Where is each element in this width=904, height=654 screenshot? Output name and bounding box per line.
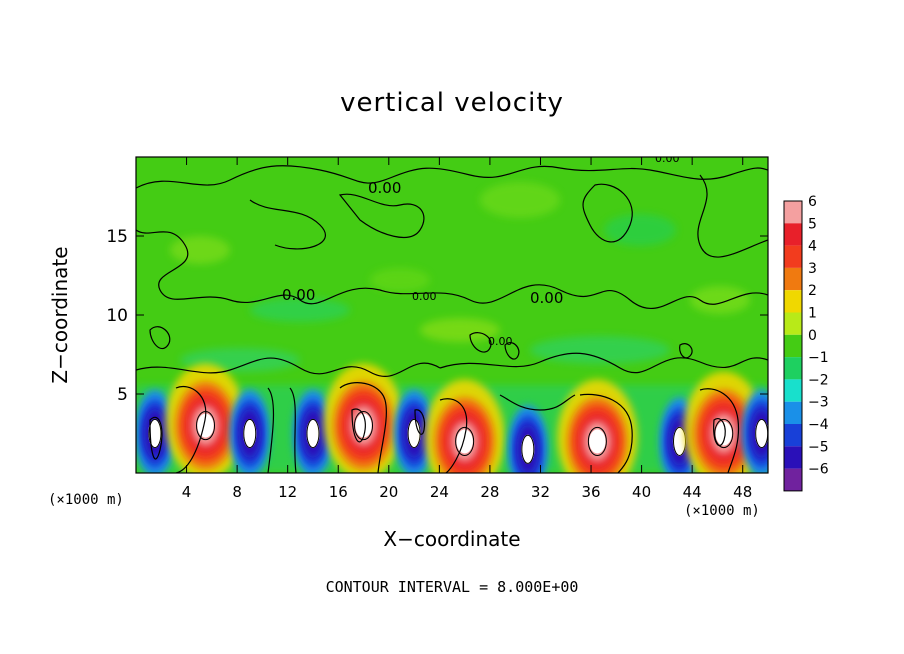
x-tick-label: 28 xyxy=(480,483,499,501)
y-tick-label: 10 xyxy=(106,306,128,326)
x-tick-label: 8 xyxy=(232,483,242,501)
contour-label: 0.00 xyxy=(655,152,680,165)
colorbar-swatch xyxy=(784,334,802,358)
colorbar-swatch xyxy=(784,357,802,380)
x-tick-label: 36 xyxy=(581,483,600,501)
colorbar-label: −2 xyxy=(808,372,829,388)
contour-interval-note: CONTOUR INTERVAL = 8.000E+00 xyxy=(325,578,579,596)
y-tick-label: 5 xyxy=(117,385,128,405)
downdraft-core xyxy=(229,389,270,473)
updraft-core xyxy=(557,379,638,473)
y-axis-label: Z−coordinate xyxy=(48,246,72,384)
colorbar-swatch xyxy=(784,290,802,313)
y-axis: 5 10 15 xyxy=(106,227,768,405)
colorbar-label: 6 xyxy=(808,194,817,210)
x-axis-label: X−coordinate xyxy=(383,527,521,551)
colorbar-label: 4 xyxy=(808,239,817,255)
colorbar-label: −3 xyxy=(808,395,829,411)
updraft-core xyxy=(323,363,404,473)
colorbar-label: 2 xyxy=(808,283,817,299)
chart-title: vertical velocity xyxy=(340,88,564,118)
colorbar-swatch xyxy=(784,201,802,224)
colorbar-label: −1 xyxy=(808,350,829,366)
colorbar-label: 5 xyxy=(808,216,817,232)
colorbar-swatch xyxy=(784,379,802,402)
x-tick-label: 16 xyxy=(329,483,348,501)
colorbar-swatch xyxy=(784,446,802,469)
plot-area: 0.00 0.00 0.00 0.00 0.00 0.00 xyxy=(136,152,768,473)
downdraft-core xyxy=(741,389,768,473)
x-tick-label: 32 xyxy=(531,483,550,501)
downdraft-core xyxy=(507,405,548,473)
contour-label: 0.00 xyxy=(368,179,401,197)
x-tick-label: 24 xyxy=(430,483,449,501)
y-tick-label: 15 xyxy=(106,227,128,247)
x-unit-right: (×1000 m) xyxy=(684,503,760,519)
colorbar-swatch xyxy=(784,267,802,291)
colorbar-swatch xyxy=(784,424,802,447)
colorbar-label: −4 xyxy=(808,417,829,433)
x-axis: 4 8 12 16 20 24 28 32 36 40 44 48 xyxy=(182,157,752,501)
colorbar-label: −6 xyxy=(808,462,829,478)
contour-label: 0.00 xyxy=(488,335,513,348)
colorbar-frame xyxy=(783,200,803,492)
colorbar-swatch xyxy=(784,245,802,268)
downdraft-core xyxy=(394,389,435,473)
colorbar-swatch xyxy=(784,401,802,424)
field-texture xyxy=(170,182,750,372)
colorbar-swatch xyxy=(784,312,802,335)
x-tick-label: 40 xyxy=(632,483,651,501)
colorbar-swatch xyxy=(784,223,802,246)
contour-lines xyxy=(136,165,768,473)
colorbar-label: −5 xyxy=(808,439,829,455)
colorbar-label: 0 xyxy=(808,328,817,344)
field-cells xyxy=(136,363,768,473)
contour-label: 0.00 xyxy=(530,289,563,307)
x-unit-left: (×1000 m) xyxy=(48,492,124,508)
x-tick-label: 44 xyxy=(683,483,702,501)
colorbar-label: 1 xyxy=(808,306,817,322)
contour-label: 0.00 xyxy=(282,286,315,304)
x-tick-label: 4 xyxy=(182,483,192,501)
x-tick-label: 12 xyxy=(278,483,297,501)
x-tick-label: 20 xyxy=(379,483,398,501)
colorbar-swatch xyxy=(784,468,802,491)
colorbar: 6 5 4 3 2 1 0 −1 −2 −3 −4 −5 −6 xyxy=(783,194,829,492)
downdraft-core xyxy=(292,389,333,473)
contour-label: 0.00 xyxy=(412,290,437,303)
colorbar-label: 3 xyxy=(808,261,817,277)
x-tick-label: 48 xyxy=(733,483,752,501)
contour-label-group: 0.00 0.00 0.00 0.00 0.00 0.00 xyxy=(282,152,680,348)
